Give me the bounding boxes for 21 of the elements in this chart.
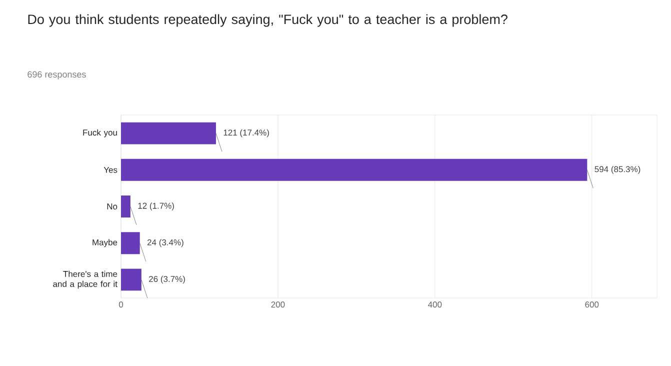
data-label: 24 (3.4%) — [147, 239, 184, 248]
bar — [121, 232, 140, 254]
bar — [121, 122, 216, 144]
y-tick-label: Fuck you — [83, 129, 117, 138]
data-label: 121 (17.4%) — [224, 129, 269, 138]
data-label: 12 (1.7%) — [138, 202, 174, 210]
y-tick-label: Maybe — [92, 239, 118, 248]
chart-title: Do you think students repeatedly saying, "Fuck you" to a teacher is a problem? — [28, 14, 508, 27]
y-tick-label: There's a time and a place for it — [53, 270, 118, 289]
x-tick-label: 600 — [585, 302, 599, 308]
x-tick-label: 0 — [118, 302, 124, 308]
y-tick-label: Yes — [104, 166, 118, 173]
chart-subtitle: 696 responses — [28, 71, 86, 80]
bar — [121, 196, 130, 218]
bar — [121, 158, 588, 181]
x-tick-label: 400 — [428, 302, 442, 308]
data-label: 26 (3.7%) — [149, 276, 185, 284]
y-tick-label: No — [107, 204, 118, 210]
bar — [121, 268, 142, 291]
data-label: 594 (85.3%) — [594, 166, 640, 174]
x-tick-label: 200 — [271, 302, 285, 308]
